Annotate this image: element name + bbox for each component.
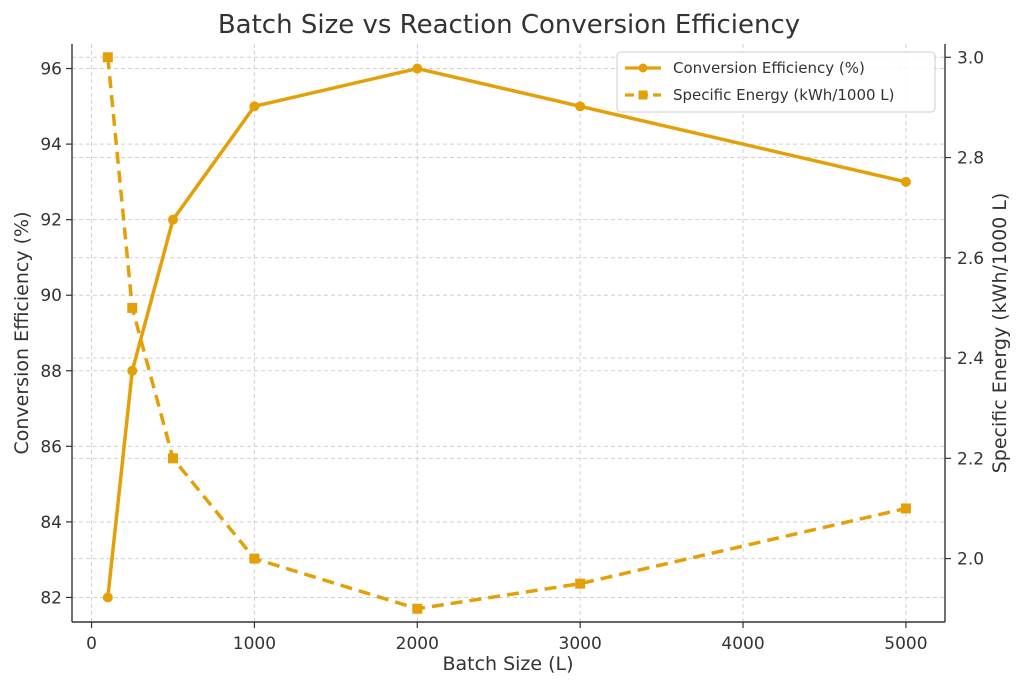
left-y-axis-title: Conversion Efficiency (%) xyxy=(11,211,33,454)
x-tick-label: 2000 xyxy=(396,634,439,654)
efficiency-data-point xyxy=(127,365,138,376)
left-y-tick-label: 88 xyxy=(40,362,62,382)
left-y-tick-label: 90 xyxy=(40,286,62,306)
efficiency-series-line xyxy=(106,66,907,598)
right-y-axis-title: Specific Energy (kWh/1000 L) xyxy=(989,193,1011,474)
right-y-tick-label: 2.8 xyxy=(957,149,984,169)
legend-box xyxy=(616,51,936,113)
efficiency-data-point xyxy=(167,214,178,225)
energy-data-point xyxy=(102,52,113,63)
x-tick-label: 3000 xyxy=(559,634,602,654)
energy-data-point xyxy=(127,302,138,313)
x-axis-title: Batch Size (L) xyxy=(442,653,573,675)
right-y-tick-label: 3.0 xyxy=(957,48,984,68)
plot-area xyxy=(72,44,945,622)
legend-marker-energy xyxy=(638,90,648,100)
efficiency-data-point xyxy=(900,176,911,187)
energy-data-point xyxy=(167,453,178,464)
right-y-tick-label: 2.4 xyxy=(957,349,984,369)
grid-lines xyxy=(72,44,945,622)
x-tick-label: 5000 xyxy=(884,634,927,654)
energy-data-point xyxy=(575,578,586,589)
axis-ticks: 0 1000 2000 3000 4000 5000 82 84 86 88 90 92 94 96 2.0… xyxy=(40,48,984,654)
left-y-tick-label: 84 xyxy=(40,513,62,533)
legend-marker-efficiency xyxy=(638,63,648,73)
energy-data-point xyxy=(249,553,260,564)
legend: Conversion Efficiency (%) Specific Energ… xyxy=(616,51,936,113)
right-y-tick-label: 2.0 xyxy=(957,550,984,570)
left-y-tick-label: 86 xyxy=(40,437,62,457)
efficiency-data-point xyxy=(102,592,113,603)
left-y-tick-label: 82 xyxy=(40,588,62,608)
x-tick-label: 0 xyxy=(86,634,97,654)
right-y-tick-label: 2.2 xyxy=(957,449,984,469)
left-y-tick-label: 96 xyxy=(40,60,62,80)
left-y-tick-label: 94 xyxy=(40,135,62,155)
energy-series-line xyxy=(106,57,907,611)
left-y-tick-label: 92 xyxy=(40,211,62,231)
x-tick-label: 4000 xyxy=(721,634,764,654)
x-tick-label: 1000 xyxy=(233,634,276,654)
energy-data-point xyxy=(412,603,423,614)
chart-title: Batch Size vs Reaction Conversion Effici… xyxy=(218,10,800,40)
energy-data-point xyxy=(900,503,911,514)
legend-label-energy: Specific Energy (kWh/1000 L) xyxy=(673,86,895,104)
efficiency-data-point xyxy=(249,101,260,112)
legend-label-efficiency: Conversion Efficiency (%) xyxy=(673,59,865,77)
efficiency-data-point xyxy=(575,101,586,112)
series-layer xyxy=(102,52,911,614)
efficiency-data-point xyxy=(412,63,423,74)
right-y-tick-label: 2.6 xyxy=(957,249,984,269)
